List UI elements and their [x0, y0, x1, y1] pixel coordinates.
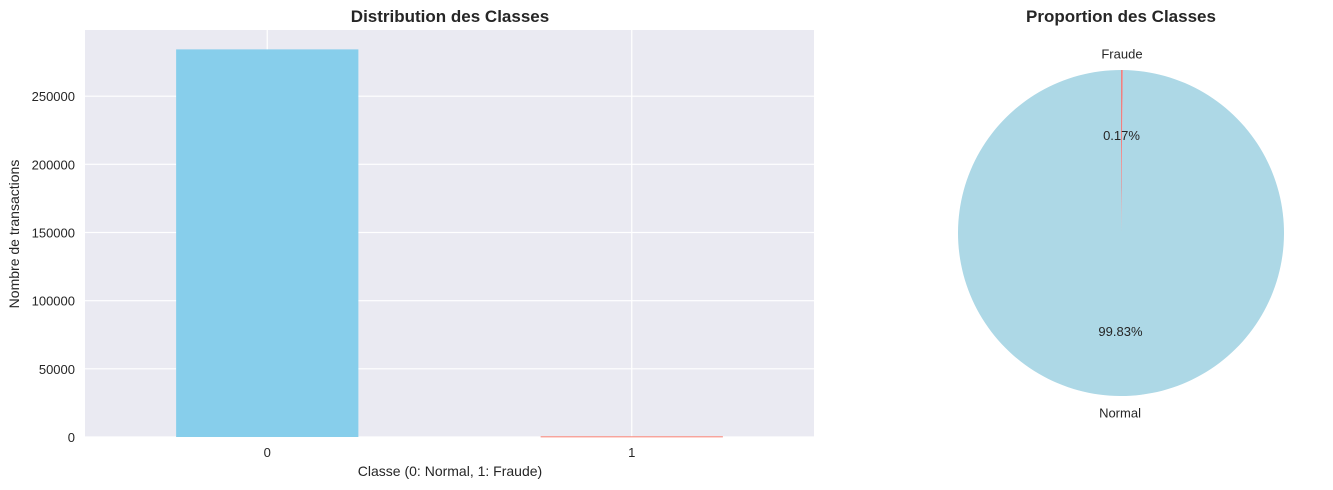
bar-chart-y-tick-label: 200000: [32, 157, 75, 172]
bar-chart-x-axis-label: Classe (0: Normal, 1: Fraude): [358, 463, 542, 479]
pie-slice-normal: [958, 70, 1285, 396]
bar-chart-y-tick-label: 150000: [32, 226, 75, 241]
bar-chart-bars: [176, 49, 723, 438]
pie-slice-fraude: [1121, 70, 1123, 233]
pie-slice-label: Fraude: [1101, 47, 1142, 62]
bar-chart-title: Distribution des Classes: [351, 7, 549, 26]
bar-chart-x-tick-label: 1: [628, 445, 635, 460]
bar-0: [176, 49, 359, 438]
bar-chart-y-tick-label: 50000: [39, 362, 75, 377]
pie-chart-labels: Normal 99.83% Fraude 0.17%: [1098, 47, 1143, 421]
pie-chart-slices: [958, 70, 1285, 396]
bar-chart-y-axis-label: Nombre de transactions: [6, 160, 22, 309]
pie-percent-label: 0.17%: [1103, 128, 1140, 143]
pie-slice-label: Normal: [1099, 405, 1141, 420]
pie-chart-panel: Proportion des Classes Normal 99.83% Fraud…: [958, 7, 1285, 421]
bar-chart-x-tick-label: 0: [264, 445, 271, 460]
bar-chart-y-ticks: 0 50000 100000 150000 200000 250000: [32, 89, 75, 445]
bar-chart-y-tick-label: 100000: [32, 294, 75, 309]
pie-percent-label: 99.83%: [1098, 324, 1143, 339]
bar-1: [540, 436, 723, 438]
bar-chart-y-tick-label: 0: [68, 430, 75, 445]
bar-chart-y-tick-label: 250000: [32, 89, 75, 104]
pie-chart-title: Proportion des Classes: [1026, 7, 1216, 26]
